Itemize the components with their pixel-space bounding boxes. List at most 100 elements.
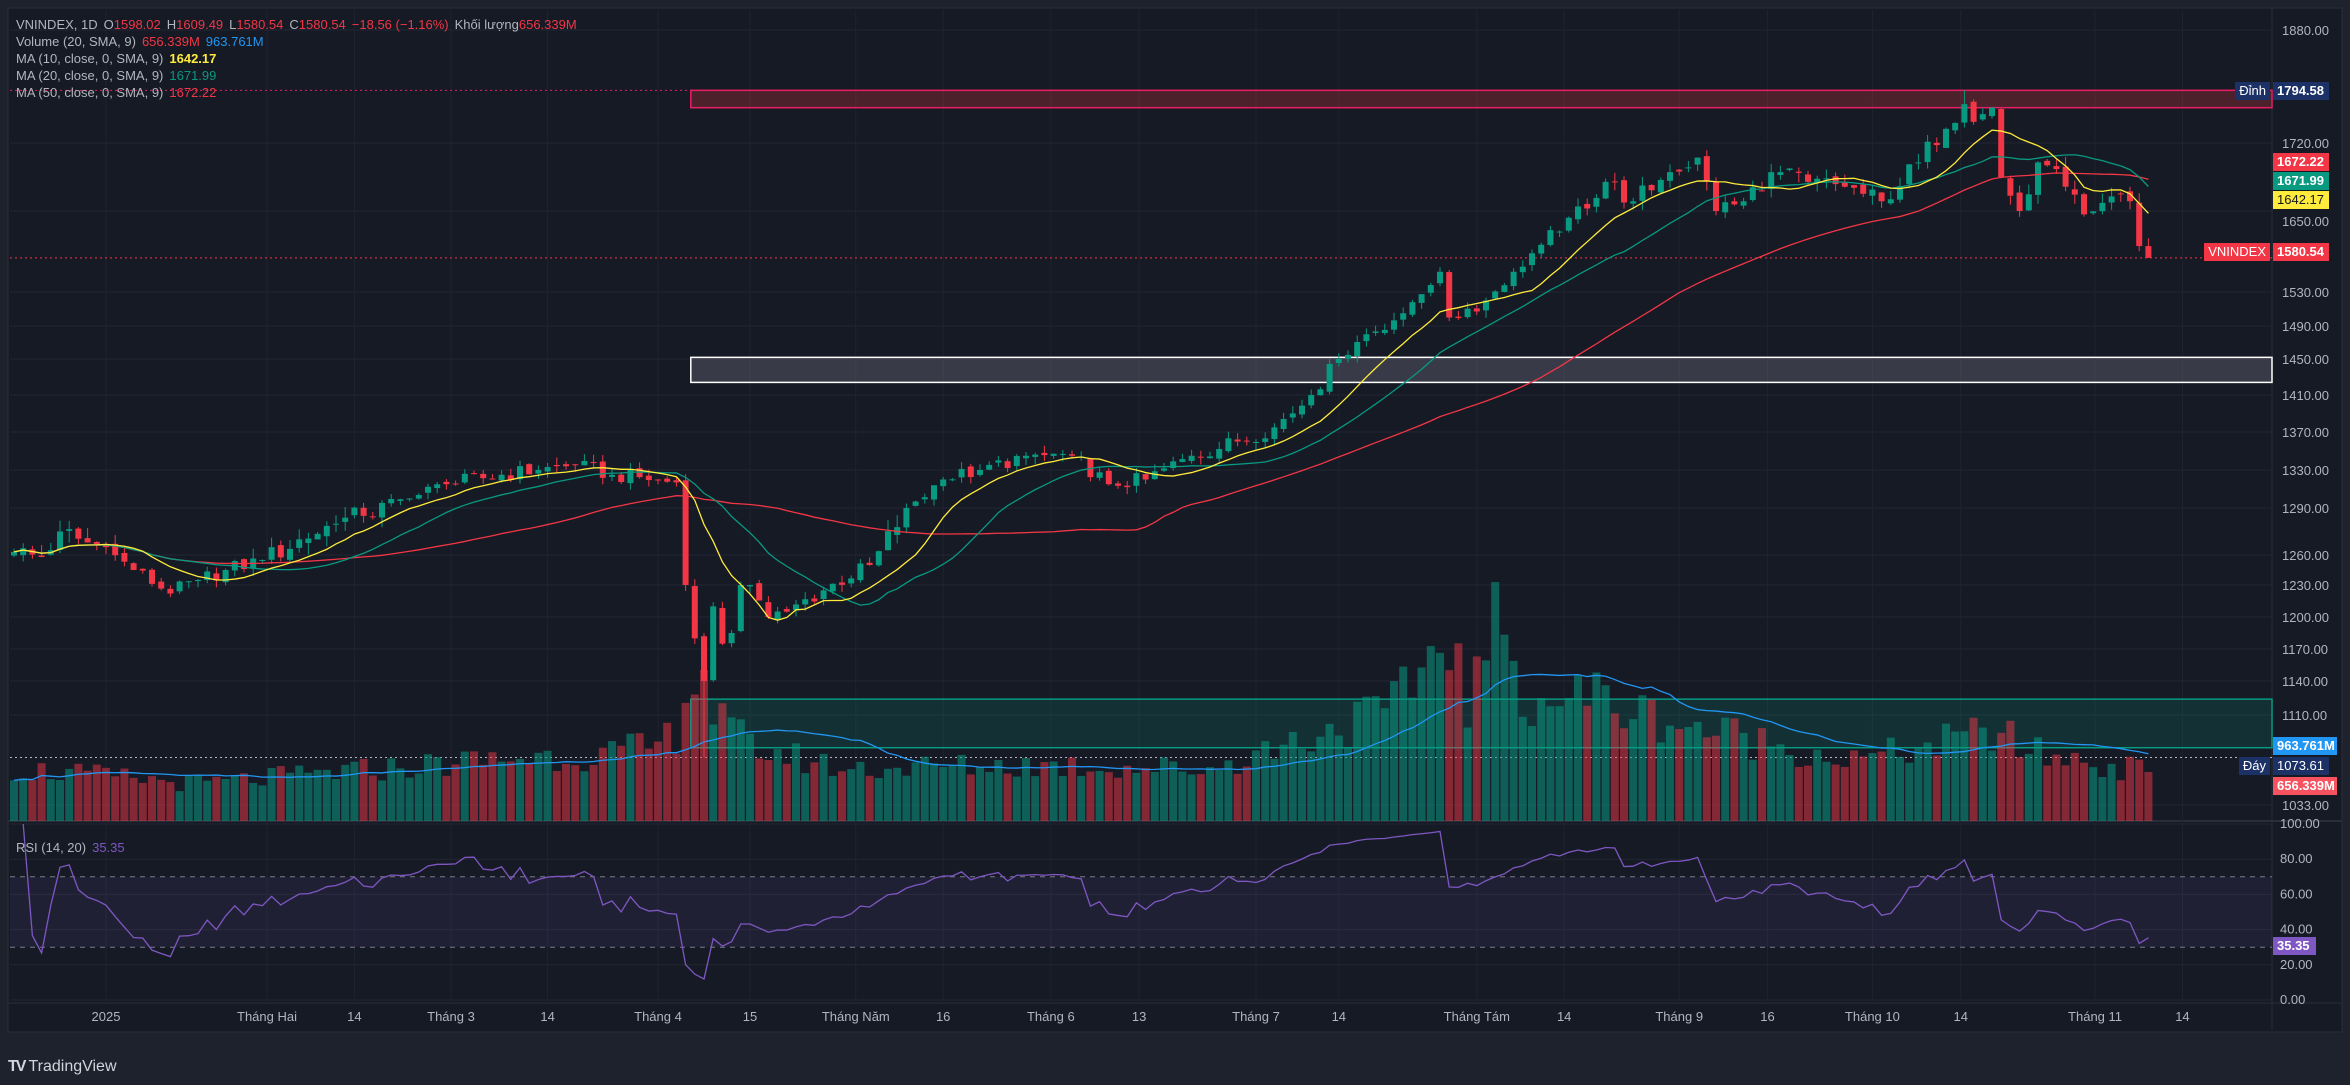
volume-bar — [1978, 727, 1987, 821]
candle-body — [581, 460, 588, 466]
candle-body — [222, 570, 229, 583]
legend-ma50[interactable]: MA (50, close, 0, SMA, 9) 1672.22 — [16, 85, 222, 100]
rsi-tick-label: 80.00 — [2280, 851, 2313, 866]
candle-body — [664, 478, 671, 482]
candle-body — [195, 580, 201, 582]
time-tick-label: 16 — [1760, 1009, 1774, 1024]
volume-bar — [911, 762, 920, 821]
volume-bar — [1675, 729, 1684, 821]
candle-body — [1013, 455, 1020, 467]
volume-bar — [1307, 751, 1316, 821]
volume-bar — [175, 791, 184, 821]
candle-body — [517, 466, 523, 480]
volume-bar — [1178, 771, 1187, 821]
volume-bar — [1380, 708, 1389, 821]
price-tick-label: 1370.00 — [2282, 425, 2329, 440]
candle-body — [185, 581, 192, 583]
volume-bar — [1095, 770, 1104, 821]
volume-bar — [1712, 735, 1720, 821]
volume-bar — [1123, 765, 1132, 821]
volume-bar — [1196, 774, 1205, 821]
candle-body — [1943, 128, 1949, 148]
candle-body — [701, 636, 707, 681]
volume-bar — [847, 769, 856, 821]
candle-body — [1621, 180, 1627, 203]
volume-bar — [1316, 736, 1325, 821]
volume-bar — [1399, 666, 1408, 821]
legend-low-label: L — [229, 17, 237, 32]
volume-bar — [2034, 737, 2042, 821]
candle-body — [1961, 104, 1968, 123]
volume-bar — [460, 751, 469, 821]
volume-bar — [258, 785, 267, 821]
volume-bar — [571, 765, 580, 821]
candle-body — [259, 560, 266, 561]
volume-bar — [1436, 652, 1444, 821]
price-tick-label: 1260.00 — [2282, 548, 2329, 563]
candle-body — [627, 469, 634, 484]
volume-bar — [56, 780, 64, 821]
candle-body — [636, 468, 643, 478]
candle-body — [986, 464, 993, 470]
candle-body — [139, 568, 146, 571]
volume-bar — [773, 749, 782, 821]
candle-body — [1437, 271, 1443, 284]
legend-ma10[interactable]: MA (10, close, 0, SMA, 9) 1642.17 — [16, 51, 222, 66]
volume-bar — [939, 766, 948, 821]
candle-body — [1703, 156, 1710, 182]
volume-bar — [580, 771, 589, 821]
candle-body — [1492, 291, 1499, 299]
legend-ma20[interactable]: MA (20, close, 0, SMA, 9) 1671.99 — [16, 68, 222, 83]
legend-volume-indicator[interactable]: Volume (20, SMA, 9) 656.339M 963.761M — [16, 34, 270, 49]
candle-body — [130, 563, 137, 570]
candle-body — [553, 465, 560, 467]
volume-bar — [920, 756, 929, 821]
candle-body — [921, 497, 928, 500]
candle-body — [885, 531, 891, 551]
volume-bar — [359, 758, 368, 821]
time-tick-label: 16 — [936, 1009, 950, 1024]
volume-bar — [755, 758, 764, 821]
candle-body — [1105, 470, 1112, 485]
price-tick-label: 1330.00 — [2282, 463, 2329, 478]
candle-body — [103, 545, 109, 548]
volume-bar — [1794, 766, 1803, 821]
volume-indicator-value: 656.339M — [141, 34, 200, 49]
candle-body — [2136, 202, 2143, 247]
candle-body — [1326, 363, 1333, 392]
candle-body — [342, 517, 349, 522]
volume-bar — [2107, 763, 2116, 821]
volume-bar — [1822, 761, 1831, 821]
candle-body — [1280, 418, 1287, 429]
ma10-label: MA (10, close, 0, SMA, 9) — [16, 51, 164, 66]
candle-body — [1593, 197, 1600, 207]
candle-body — [1952, 122, 1959, 131]
candle-body — [397, 499, 404, 501]
legend-rsi[interactable]: RSI (14, 20) 35.35 — [16, 840, 131, 855]
volume-bar — [1215, 769, 1224, 821]
candle-body — [563, 464, 569, 467]
candle-body — [2099, 202, 2106, 212]
volume-bar — [635, 733, 644, 821]
legend-main: VNINDEX, 1D O1598.02 H1609.49 L1580.54 C1580… — [16, 17, 583, 32]
volume-bar — [1334, 735, 1343, 821]
candle-body — [1713, 181, 1719, 211]
tradingview-logo[interactable]: TV TradingView — [8, 1058, 117, 1076]
last-price-label: 1580.54 — [2273, 243, 2329, 261]
candle-body — [1115, 483, 1121, 486]
volume-bar — [1528, 726, 1536, 821]
candle-body — [912, 501, 919, 506]
volume-bar — [1325, 723, 1334, 821]
candle-body — [1565, 217, 1572, 231]
candle-body — [875, 551, 882, 566]
candle-body — [949, 479, 956, 481]
candle-body — [1427, 285, 1434, 293]
volume-bar — [451, 764, 460, 821]
volume-bar — [2006, 720, 2015, 821]
candle-body — [388, 498, 395, 504]
candle-body — [443, 481, 450, 485]
volume-bar — [828, 775, 837, 821]
candle-body — [572, 464, 579, 466]
time-tick-label: Tháng 11 — [2068, 1009, 2122, 1024]
